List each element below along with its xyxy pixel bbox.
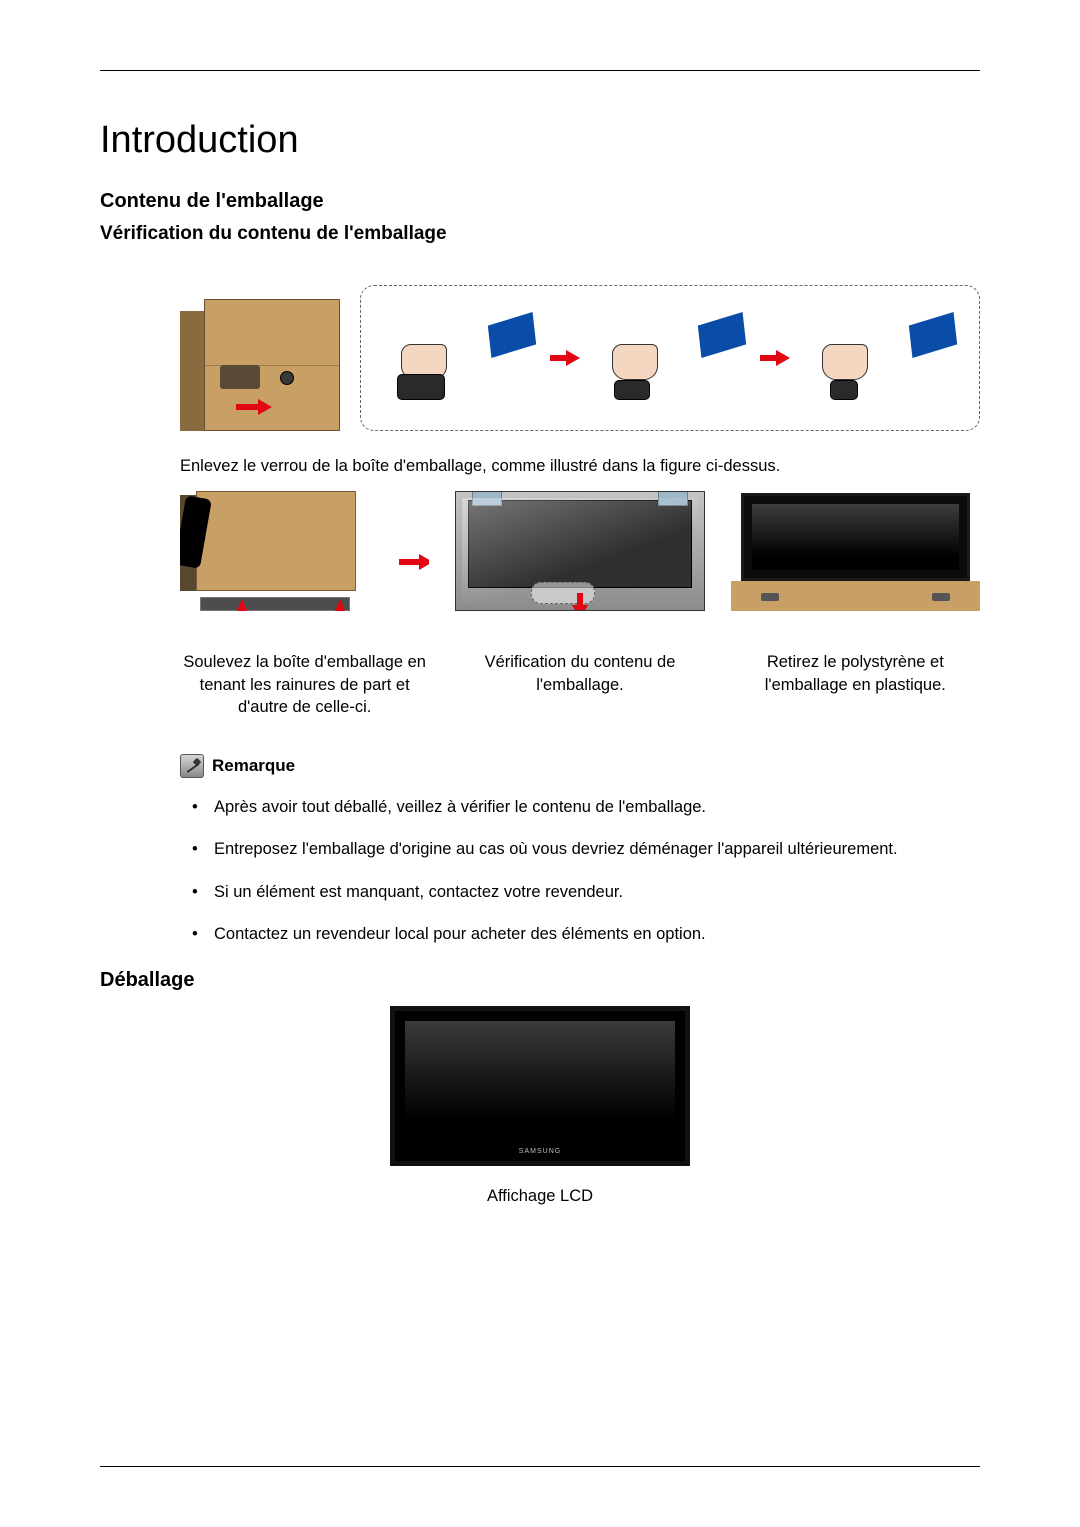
- note-label: Remarque: [212, 756, 295, 776]
- arrow-right-icon: [760, 352, 790, 364]
- lcd-figure: SAMSUNG Affichage LCD: [100, 1006, 980, 1206]
- arrow-right-icon: [550, 352, 580, 364]
- lcd-brand-label: SAMSUNG: [395, 1148, 685, 1155]
- note-heading: Remarque: [180, 754, 980, 778]
- cardboard-box-illustration: [180, 285, 340, 431]
- arrow-right-icon: [236, 401, 272, 417]
- arrow-down-icon: [574, 593, 586, 611]
- list-item: Entreposez l'emballage d'origine au cas …: [214, 838, 980, 860]
- figure-unboxing-steps: [180, 491, 980, 611]
- section-heading-deballage: Déballage: [100, 969, 980, 992]
- panel-lift-box: [180, 491, 429, 611]
- content-area: Enlevez le verrou de la boîte d'emballag…: [100, 285, 980, 945]
- hand-step-1: [379, 308, 540, 408]
- figure2-caption-2: Vérification du contenu de l'emballage.: [455, 651, 704, 718]
- panel-check-contents: [455, 491, 704, 611]
- note-icon: [180, 754, 204, 778]
- lcd-display-illustration: SAMSUNG: [390, 1006, 690, 1166]
- document-page: Introduction Contenu de l'emballage Véri…: [0, 0, 1080, 1527]
- figure-unboxing-lock: [180, 285, 980, 431]
- lcd-caption: Affichage LCD: [100, 1187, 980, 1206]
- figure2-caption-1: Soulevez la boîte d'emballage en tenant …: [180, 651, 429, 718]
- figure1-caption: Enlevez le verrou de la boîte d'emballag…: [180, 455, 980, 477]
- section-heading-2: Vérification du contenu de l'emballage: [100, 223, 980, 245]
- section-heading-1: Contenu de l'emballage: [100, 190, 980, 213]
- notes-list: Après avoir tout déballé, veillez à véri…: [180, 796, 980, 945]
- page-title: Introduction: [100, 119, 980, 162]
- bottom-rule: [100, 1466, 980, 1467]
- hand-step-3: [800, 308, 961, 408]
- list-item: Si un élément est manquant, contactez vo…: [214, 881, 980, 903]
- list-item: Contactez un revendeur local pour achete…: [214, 923, 980, 945]
- hand-step-2: [590, 308, 751, 408]
- dashed-steps-panel: [360, 285, 980, 431]
- panel-remove-foam: [731, 491, 980, 611]
- list-item: Après avoir tout déballé, veillez à véri…: [214, 796, 980, 818]
- figure2-caption-3: Retirez le polystyrène et l'emballage en…: [731, 651, 980, 718]
- figure2-captions: Soulevez la boîte d'emballage en tenant …: [180, 651, 980, 718]
- arrow-right-icon: [399, 556, 429, 568]
- top-rule: [100, 70, 980, 71]
